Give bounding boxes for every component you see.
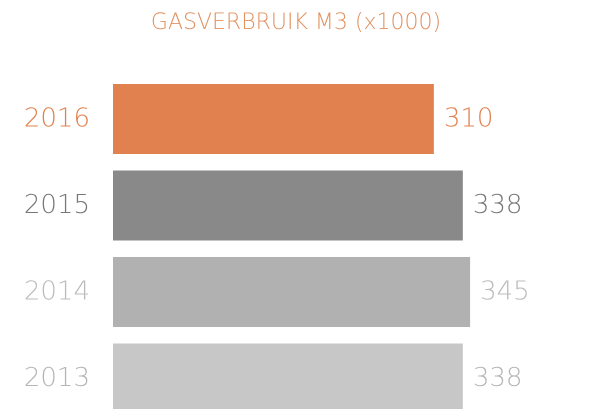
bar (113, 170, 463, 241)
bar (113, 84, 434, 154)
value-label: 338 (473, 190, 523, 220)
category-label: 2016 (24, 104, 90, 134)
bar (113, 343, 463, 409)
category-label: 2015 (24, 190, 90, 220)
category-label: 2013 (24, 363, 90, 393)
value-label: 338 (473, 363, 523, 393)
bar (113, 257, 471, 327)
chart-title: GASVERBRUIK M3 (x1000) (151, 10, 441, 35)
category-label: 2014 (24, 277, 90, 307)
value-label: 345 (480, 277, 530, 307)
value-label: 310 (444, 104, 494, 134)
